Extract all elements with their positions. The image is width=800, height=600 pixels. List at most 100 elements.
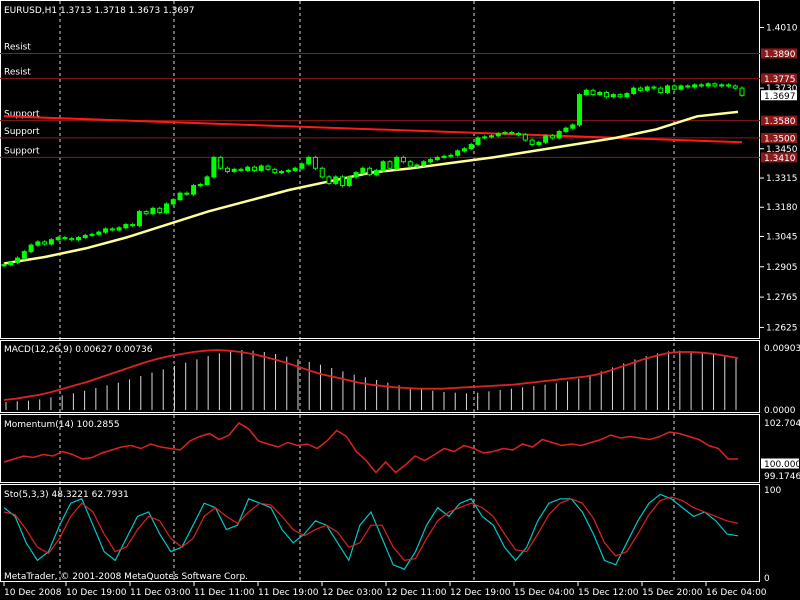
- level-price-label-0: 1.3890: [764, 50, 796, 60]
- macd-signal-line: [3, 349, 739, 401]
- candle-body-108: [732, 85, 738, 89]
- candle-body-5: [35, 241, 41, 246]
- candle-body-11: [75, 237, 81, 241]
- candle-body-19: [130, 224, 136, 227]
- candle-body-104: [705, 83, 711, 87]
- candle-body-105: [712, 83, 718, 87]
- candle-body-83: [563, 127, 569, 132]
- price-tick-label-2: 1.3450: [766, 145, 798, 155]
- price-tick-label-5: 1.3045: [766, 232, 798, 242]
- stochastic-pane-border: [0, 484, 760, 582]
- time-tick-label-9: 15 Dec 12:00: [578, 588, 639, 598]
- symbol-info: EURUSD,H1 1.3713 1.3718 1.3673 1.3697: [4, 6, 195, 16]
- candle-body-89: [604, 91, 610, 98]
- momentum-line: [3, 422, 738, 474]
- candle-body-72: [488, 135, 494, 138]
- candle-body-69: [468, 143, 474, 150]
- candle-body-20: [136, 211, 142, 227]
- macd-indicator: 0.00903 0.0000: [3, 344, 800, 416]
- candle-body-106: [719, 84, 725, 87]
- level-name-4: Support: [4, 146, 40, 156]
- candle-body-41: [279, 171, 285, 174]
- candle-body-29: [197, 183, 203, 187]
- level-tag-1: [761, 73, 797, 84]
- time-axis: 10 Dec 2008 10 Dec 19:00 11 Dec 03:00 11 De…: [3, 582, 767, 598]
- candle-body-85: [577, 94, 583, 126]
- momentum-level-tag: [761, 458, 799, 469]
- candle-body-99: [671, 85, 677, 90]
- candle-body-27: [184, 192, 190, 195]
- candle-body-4: [28, 244, 34, 253]
- candle-body-28: [191, 185, 197, 195]
- candle-body-37: [252, 166, 258, 171]
- candle-body-95: [644, 86, 650, 91]
- candle-body-14: [96, 231, 102, 235]
- candle-body-7: [48, 239, 54, 245]
- momentum-tick-label-2: 99.1746: [764, 472, 800, 482]
- candle-body-97: [658, 87, 664, 93]
- candle-body-51: [346, 176, 352, 187]
- price-tick-label-7: 1.2765: [766, 293, 798, 303]
- candle-body-84: [570, 124, 576, 129]
- candle-body-91: [617, 94, 623, 98]
- candle-body-59: [400, 156, 406, 163]
- watermark: MetaTrader, © 2001-2008 MetaQuotes Softw…: [4, 572, 248, 582]
- candle-body-1: [8, 261, 14, 266]
- candle-body-98: [665, 85, 671, 93]
- candle-body-23: [157, 207, 163, 214]
- price-tick-label-6: 1.2905: [766, 263, 798, 273]
- candle-body-77: [522, 134, 528, 141]
- macd-pane-border: [0, 340, 760, 413]
- candle-body-101: [685, 85, 691, 88]
- candle-body-68: [461, 148, 467, 152]
- candle-body-109: [739, 87, 745, 96]
- price-tick-label-0: 1.4010: [766, 23, 798, 33]
- current-price-label: 1.3697: [764, 92, 796, 102]
- candle-body-93: [631, 87, 637, 95]
- candle-body-73: [495, 133, 501, 137]
- candle-body-75: [509, 132, 515, 135]
- candle-body-44: [299, 163, 305, 169]
- level-tag-3: [761, 132, 797, 143]
- candle-body-60: [407, 161, 413, 167]
- candle-body-79: [536, 141, 542, 145]
- candle-body-57: [387, 161, 393, 169]
- candle-body-0: [1, 264, 7, 267]
- candle-body-70: [475, 137, 481, 145]
- candle-body-42: [285, 169, 291, 173]
- candle-body-39: [265, 165, 271, 170]
- candle-body-21: [143, 211, 149, 215]
- time-tick-label-3: 11 Dec 11:00: [194, 588, 255, 598]
- candle-body-24: [163, 203, 169, 214]
- candle-body-12: [82, 234, 88, 239]
- candle-body-10: [69, 238, 75, 241]
- time-tick-label-4: 11 Dec 19:00: [258, 588, 319, 598]
- level-price-label-2: 1.3580: [764, 117, 796, 127]
- candle-body-94: [637, 87, 643, 91]
- candle-body-103: [698, 84, 704, 87]
- price-tick-label-8: 1.2625: [766, 323, 798, 333]
- candle-body-78: [529, 139, 535, 145]
- candle-body-82: [556, 130, 562, 139]
- level-name-3: Support: [4, 127, 40, 137]
- candle-body-33: [224, 167, 230, 173]
- candle-body-86: [583, 89, 589, 96]
- candle-body-54: [367, 167, 373, 176]
- candle-body-96: [651, 86, 657, 89]
- time-tick-label-10: 15 Dec 20:00: [642, 588, 703, 598]
- candle-body-40: [272, 168, 278, 174]
- price-tick-label-4: 1.3180: [766, 203, 798, 213]
- macd-tick-label-1: 0.0000: [764, 406, 796, 416]
- candle-body-13: [89, 233, 95, 236]
- candle-body-92: [624, 93, 630, 98]
- time-tick-label-7: 12 Dec 19:00: [450, 588, 511, 598]
- level-price-label-3: 1.3500: [764, 134, 796, 144]
- level-name-1: Resist: [4, 67, 31, 77]
- macd-label: MACD(12,26,9) 0.00627 0.00736: [4, 345, 153, 355]
- candle-body-65: [441, 155, 447, 158]
- candle-body-43: [292, 167, 298, 171]
- time-tick-label-5: 12 Dec 03:00: [322, 588, 383, 598]
- level-name-0: Resist: [4, 42, 31, 52]
